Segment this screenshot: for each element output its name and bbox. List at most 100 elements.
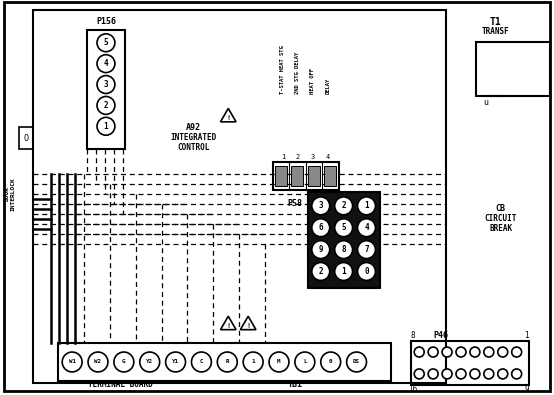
Circle shape [347, 352, 367, 372]
Text: 1: 1 [524, 331, 529, 340]
Circle shape [512, 347, 522, 357]
Bar [19, 127, 33, 149]
Text: 2: 2 [319, 267, 323, 276]
Circle shape [428, 369, 438, 379]
Text: 2: 2 [296, 154, 300, 160]
Circle shape [97, 117, 115, 135]
Text: R: R [225, 359, 229, 365]
Text: !: ! [226, 115, 230, 121]
Text: 1: 1 [104, 122, 108, 131]
Circle shape [484, 347, 494, 357]
Text: !: ! [246, 323, 250, 329]
Text: DELAY: DELAY [325, 78, 330, 94]
Circle shape [484, 369, 494, 379]
Text: 1: 1 [252, 359, 255, 365]
Circle shape [97, 34, 115, 52]
Circle shape [442, 347, 452, 357]
Circle shape [414, 347, 424, 357]
Circle shape [140, 352, 160, 372]
Text: 3: 3 [104, 80, 108, 89]
Circle shape [335, 219, 352, 237]
Text: M: M [277, 359, 281, 365]
Text: 3: 3 [311, 154, 315, 160]
Circle shape [217, 352, 237, 372]
Bar [273, 162, 338, 190]
Circle shape [456, 347, 466, 357]
Text: 3: 3 [319, 201, 323, 211]
Circle shape [312, 241, 330, 259]
Text: T1: T1 [490, 17, 502, 27]
Bar [308, 166, 320, 186]
Circle shape [321, 352, 341, 372]
Circle shape [269, 352, 289, 372]
Circle shape [295, 352, 315, 372]
Text: 2: 2 [104, 101, 108, 110]
Circle shape [335, 197, 352, 215]
Circle shape [442, 369, 452, 379]
Text: Y2: Y2 [146, 359, 153, 365]
Circle shape [357, 263, 376, 280]
Bar [476, 42, 551, 96]
Circle shape [192, 352, 212, 372]
Text: W1: W1 [69, 359, 76, 365]
Bar [275, 166, 287, 186]
Bar [291, 166, 304, 186]
Text: BREAK: BREAK [489, 224, 512, 233]
Text: 1: 1 [341, 267, 346, 276]
Text: DS: DS [353, 359, 360, 365]
Circle shape [312, 263, 330, 280]
Text: A92: A92 [186, 123, 201, 132]
Text: 5: 5 [341, 223, 346, 232]
Text: CB: CB [496, 204, 506, 213]
Bar [411, 341, 529, 385]
Circle shape [166, 352, 186, 372]
Circle shape [312, 197, 330, 215]
Text: 4: 4 [364, 223, 369, 232]
Text: 4: 4 [326, 154, 330, 160]
Circle shape [512, 369, 522, 379]
Text: 5: 5 [104, 38, 108, 47]
Circle shape [357, 197, 376, 215]
Bar [324, 166, 336, 186]
Text: 2ND STG DELAY: 2ND STG DELAY [295, 52, 300, 94]
Text: O: O [24, 134, 29, 143]
Text: L: L [303, 359, 306, 365]
Bar [58, 343, 391, 381]
Text: P46: P46 [434, 331, 449, 340]
Text: P156: P156 [96, 17, 116, 26]
Circle shape [114, 352, 134, 372]
Circle shape [97, 96, 115, 115]
Text: P58: P58 [288, 199, 303, 209]
Bar [33, 10, 446, 383]
Text: 1: 1 [281, 154, 285, 160]
Text: Y1: Y1 [172, 359, 179, 365]
Text: 8: 8 [341, 245, 346, 254]
Text: 16: 16 [409, 386, 418, 394]
Circle shape [62, 352, 82, 372]
Text: G: G [122, 359, 126, 365]
Circle shape [357, 219, 376, 237]
Text: 8: 8 [411, 331, 416, 340]
Text: 9: 9 [524, 386, 529, 394]
Text: 6: 6 [319, 223, 323, 232]
Text: T-STAT HEAT STG: T-STAT HEAT STG [280, 46, 285, 94]
Text: 2: 2 [341, 201, 346, 211]
Text: CONTROL: CONTROL [177, 143, 209, 152]
Circle shape [97, 75, 115, 94]
Text: TB1: TB1 [288, 380, 302, 389]
Circle shape [498, 347, 507, 357]
Text: 4: 4 [104, 59, 108, 68]
Circle shape [335, 263, 352, 280]
Circle shape [498, 369, 507, 379]
Bar [87, 30, 125, 149]
Text: CIRCUIT: CIRCUIT [485, 214, 517, 223]
Text: u: u [483, 98, 488, 107]
Text: TRANSF: TRANSF [482, 27, 510, 36]
Text: 1: 1 [364, 201, 369, 211]
Circle shape [97, 55, 115, 73]
Bar [308, 192, 381, 288]
Text: 0: 0 [364, 267, 369, 276]
Circle shape [470, 369, 480, 379]
Circle shape [456, 369, 466, 379]
Circle shape [428, 347, 438, 357]
